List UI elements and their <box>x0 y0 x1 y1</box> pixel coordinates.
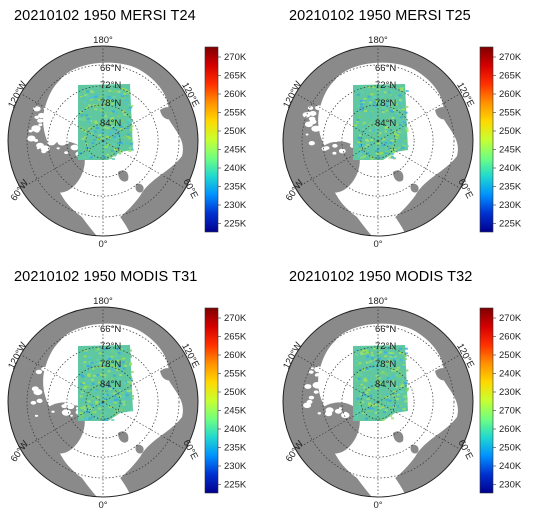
panel-title: 20210102 1950 MODIS T32 <box>289 269 473 285</box>
colorbar-tick-label: 230K <box>499 200 522 211</box>
greenland <box>37 141 85 193</box>
colorbar-tick-label: 265K <box>224 332 247 343</box>
lon-label-0: 0° <box>98 239 107 250</box>
map-boundary <box>7 45 199 237</box>
colorbar-tick-label: 270K <box>224 52 247 63</box>
colorbar-tick-label: 225K <box>224 219 247 230</box>
lat-label-78: 78°N <box>375 359 396 370</box>
lat-label-84: 84°N <box>100 118 121 129</box>
lat-label-84: 84°N <box>100 379 121 390</box>
lat-label-66: 66°N <box>375 324 396 335</box>
colorbar-tick-label: 225K <box>224 480 247 491</box>
colorbar-tick-label: 225K <box>499 219 522 230</box>
colorbar-tick-label: 250K <box>224 126 247 137</box>
colorbar-tick-label: 230K <box>224 200 247 211</box>
colorbar <box>204 46 219 233</box>
colorbar-tick-label: 260K <box>499 332 522 343</box>
colorbar-tick-label: 265K <box>224 71 247 82</box>
lat-label-78: 78°N <box>100 359 121 370</box>
colorbar-tick-label: 270K <box>499 313 522 324</box>
colorbar-tick-label: 250K <box>499 126 522 137</box>
colorbar-tick-label: 235K <box>224 182 247 193</box>
panel-title: 20210102 1950 MERSI T24 <box>14 8 196 24</box>
colorbar-tick-label: 235K <box>499 182 522 193</box>
lon-label-180: 180° <box>93 296 113 307</box>
lat-label-72: 72°N <box>100 341 121 352</box>
lon-label-0: 0° <box>373 239 382 250</box>
colorbar-tick-label: 260K <box>224 89 247 100</box>
brightness-temperature-swath <box>78 345 133 421</box>
lat-label-72: 72°N <box>375 341 396 352</box>
lon-label-0: 0° <box>98 500 107 511</box>
lon-label-180: 180° <box>368 296 388 307</box>
map-boundary <box>282 306 474 498</box>
map-panel-modis-t32: 20210102 1950 MODIS T32 180° 0° 120°W 60°W 12… <box>275 261 550 521</box>
colorbar-tick-label: 245K <box>224 145 247 156</box>
colorbar-tick-label: 240K <box>224 163 247 174</box>
map-boundary <box>7 306 199 498</box>
colorbar-tick-label: 245K <box>499 145 522 156</box>
colorbar-tick-label: 270K <box>499 406 522 417</box>
lat-label-72: 72°N <box>100 80 121 91</box>
lon-label-180: 180° <box>93 35 113 46</box>
colorbar-tick-label: 255K <box>499 108 522 119</box>
lat-label-84: 84°N <box>375 118 396 129</box>
colorbar-tick-label: 230K <box>224 461 247 472</box>
lat-label-66: 66°N <box>100 324 121 335</box>
map-disk <box>283 307 473 497</box>
colorbar-tick-label: 250K <box>499 443 522 454</box>
colorbar-tick-label: 255K <box>224 369 247 380</box>
lat-label-72: 72°N <box>375 80 396 91</box>
colorbar <box>479 46 494 233</box>
lon-label-0: 0° <box>373 500 382 511</box>
panel-title: 20210102 1950 MODIS T31 <box>14 269 198 285</box>
colorbar-tick-label: 260K <box>499 89 522 100</box>
colorbar-tick-label: 240K <box>224 424 247 435</box>
colorbar-tick-label: 240K <box>499 369 522 380</box>
colorbar-tick-label: 270K <box>224 313 247 324</box>
colorbar-tick-label: 270K <box>499 52 522 63</box>
colorbar-tick-label: 250K <box>224 387 247 398</box>
colorbar-tick-label: 255K <box>224 108 247 119</box>
lat-label-78: 78°N <box>375 98 396 109</box>
greenland <box>312 141 360 193</box>
map-disk <box>8 307 198 497</box>
map-panel-mersi-t25: 20210102 1950 MERSI T25 180° 0° 120°W 60°W 12… <box>275 0 550 260</box>
colorbar-tick-label: 235K <box>224 443 247 454</box>
colorbar-tick-label: 260K <box>499 424 522 435</box>
panel-title: 20210102 1950 MERSI T25 <box>289 8 471 24</box>
colorbar-tick-label: 230K <box>499 387 522 398</box>
colorbar-tick-label: 230K <box>499 480 522 491</box>
colorbar-tick-label: 260K <box>224 350 247 361</box>
lon-label-180: 180° <box>368 35 388 46</box>
colorbar-tick-label: 240K <box>499 163 522 174</box>
colorbar-tick-label: 250K <box>499 350 522 361</box>
colorbar-tick-label: 240K <box>499 461 522 472</box>
colorbar-tick-label: 245K <box>224 406 247 417</box>
lat-label-78: 78°N <box>100 98 121 109</box>
map-boundary <box>282 45 474 237</box>
lat-label-66: 66°N <box>100 63 121 74</box>
colorbar <box>204 307 219 494</box>
lat-label-84: 84°N <box>375 379 396 390</box>
brightness-temperature-swath <box>78 84 133 160</box>
lat-label-66: 66°N <box>375 63 396 74</box>
greenland <box>37 402 85 454</box>
colorbar <box>479 307 494 494</box>
colorbar-tick-label: 265K <box>499 71 522 82</box>
map-panel-modis-t31: 20210102 1950 MODIS T31 180° 0° 120°W 60°W 12… <box>0 261 275 521</box>
map-panel-mersi-t24: 20210102 1950 MERSI T24 180° 0° 120°W 60°W 12… <box>0 0 275 260</box>
map-disk <box>8 46 198 236</box>
